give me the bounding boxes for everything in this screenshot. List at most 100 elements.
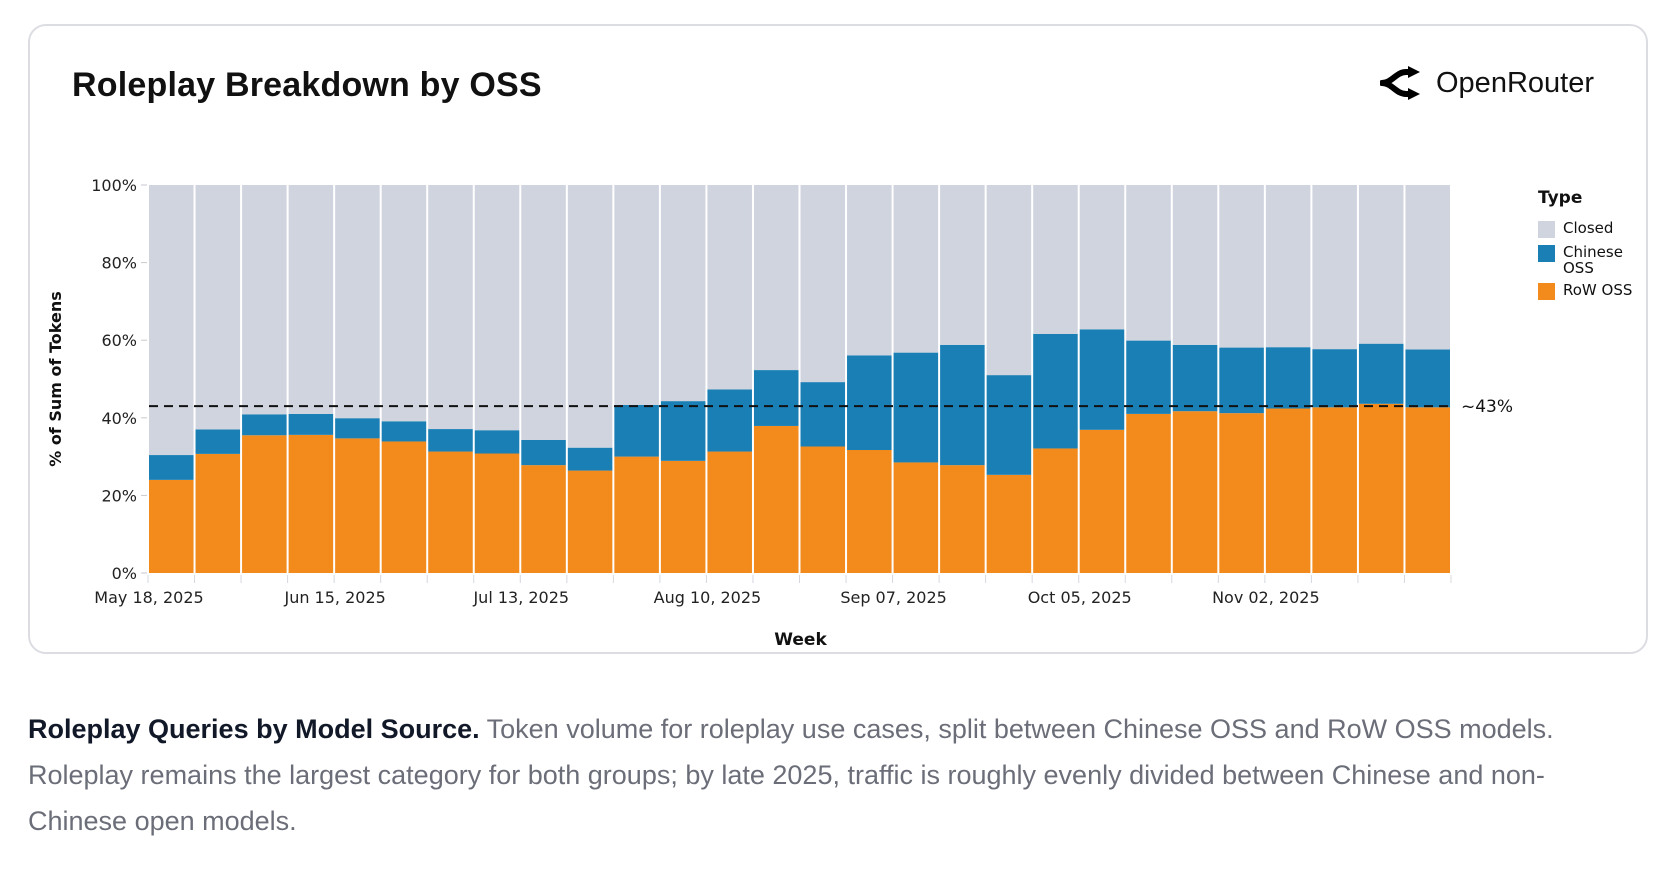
legend-label: Chinese OSS	[1563, 243, 1623, 277]
bar-segment-closed	[847, 185, 892, 356]
bar-segment-row-oss	[1079, 429, 1125, 573]
bar-segment-chinese-oss	[381, 421, 427, 442]
bar-segment-row-oss	[567, 470, 613, 573]
bar-segment-chinese-oss	[1126, 340, 1171, 414]
bar-segment-chinese-oss	[335, 418, 380, 439]
bar-segment-closed	[660, 185, 706, 402]
bar-segment-chinese-oss	[521, 439, 566, 466]
bar-segment-closed	[195, 185, 241, 430]
x-tick-label: Jun 15, 2025	[283, 588, 385, 607]
legend-item-chinese-oss[interactable]: Chinese OSS	[1538, 244, 1643, 276]
bar-segment-row-oss	[335, 438, 380, 573]
chart-title: Roleplay Breakdown by OSS	[72, 66, 542, 104]
bar-segment-closed	[567, 185, 613, 448]
bar-segment-chinese-oss	[288, 413, 334, 435]
legend-item-row-oss[interactable]: RoW OSS	[1538, 282, 1643, 300]
bar-segment-chinese-oss	[1312, 349, 1357, 408]
bar-segment-row-oss	[986, 474, 1032, 573]
bar-segment-row-oss	[707, 451, 752, 573]
bar-segment-row-oss	[753, 425, 799, 573]
bar-segment-chinese-oss	[242, 414, 287, 436]
bar-segment-row-oss	[1033, 448, 1078, 573]
bar-segment-chinese-oss	[753, 370, 799, 426]
brand: OpenRouter	[1380, 66, 1594, 100]
bar-segment-closed	[707, 185, 752, 390]
bar-segment-closed	[1265, 185, 1311, 348]
bar-segment-closed	[381, 185, 427, 422]
bar-segment-row-oss	[893, 462, 939, 573]
bar-segment-chinese-oss	[1405, 349, 1450, 408]
bar-segment-row-oss	[1219, 413, 1264, 573]
bar-segment-row-oss	[1172, 411, 1218, 573]
x-tick-label: Aug 10, 2025	[654, 588, 762, 607]
bar-segment-chinese-oss	[660, 401, 706, 461]
legend: Type Closed Chinese OSS RoW OSS	[1538, 188, 1643, 306]
y-tick-label: 40%	[101, 409, 137, 428]
bar-segment-chinese-oss	[940, 344, 985, 466]
y-tick-label: 100%	[91, 176, 137, 195]
legend-swatch-chinese-oss	[1538, 245, 1555, 262]
bar-segment-row-oss	[847, 450, 892, 573]
bar-segment-row-oss	[242, 435, 287, 573]
legend-label: Closed	[1563, 219, 1614, 237]
y-tick-label: 60%	[101, 331, 137, 350]
bar-segment-closed	[1079, 185, 1125, 330]
bar-segment-chinese-oss	[1172, 344, 1218, 412]
reference-line-label: ~43%	[1461, 397, 1513, 417]
bar-segment-closed	[1219, 185, 1264, 348]
bar-segment-chinese-oss	[195, 429, 241, 454]
x-tick-label: Oct 05, 2025	[1028, 588, 1132, 607]
x-axis: May 18, 2025 Jun 15, 2025 Jul 13, 2025 Aug …	[94, 575, 1452, 607]
bar-segment-closed	[940, 185, 985, 345]
x-tick-label: Sep 07, 2025	[840, 588, 947, 607]
bar-segment-closed	[1172, 185, 1218, 345]
brand-name: OpenRouter	[1436, 66, 1594, 99]
legend-item-closed[interactable]: Closed	[1538, 220, 1643, 238]
x-tick-label: Nov 02, 2025	[1212, 588, 1320, 607]
bar-segment-row-oss	[940, 465, 985, 573]
figure-caption: Roleplay Queries by Model Source. Token …	[28, 706, 1628, 844]
y-tick-label: 0%	[112, 564, 137, 583]
legend-swatch-closed	[1538, 221, 1555, 238]
bar-segment-closed	[800, 185, 846, 383]
bars-group	[149, 185, 1450, 573]
bar-segment-closed	[986, 185, 1032, 376]
stacked-bar-chart: 0% 20% 40% 60% 80% 100% May 18, 2025 Jun 15, 2…	[46, 176, 1513, 650]
bar-segment-closed	[1312, 185, 1357, 350]
y-axis: 0% 20% 40% 60% 80% 100%	[91, 176, 147, 583]
bar-segment-closed	[614, 185, 659, 405]
bar-segment-row-oss	[381, 441, 427, 573]
x-tick-label: May 18, 2025	[94, 588, 203, 607]
bar-segment-row-oss	[428, 451, 473, 573]
bar-segment-row-oss	[1126, 413, 1171, 573]
bar-segment-row-oss	[614, 456, 659, 573]
legend-title: Type	[1538, 188, 1583, 208]
bar-segment-row-oss	[1265, 408, 1311, 573]
bar-segment-closed	[288, 185, 334, 414]
bar-segment-row-oss	[800, 446, 846, 573]
bar-segment-row-oss	[1405, 407, 1450, 573]
bar-segment-chinese-oss	[1219, 347, 1264, 414]
bar-segment-chinese-oss	[1265, 347, 1311, 409]
bar-segment-row-oss	[1358, 403, 1404, 573]
bar-segment-row-oss	[195, 453, 241, 573]
bar-segment-row-oss	[660, 460, 706, 573]
bar-segment-closed	[242, 185, 287, 415]
bar-segment-closed	[521, 185, 566, 440]
bar-segment-row-oss	[288, 434, 334, 573]
bar-segment-row-oss	[474, 453, 520, 573]
bar-segment-chinese-oss	[149, 455, 194, 480]
caption-body: Token volume for roleplay use cases, spl…	[28, 714, 1554, 836]
bar-segment-chinese-oss	[614, 404, 659, 457]
bar-segment-closed	[1405, 185, 1450, 350]
bar-segment-row-oss	[521, 465, 566, 573]
x-axis-label: Week	[774, 630, 827, 650]
bar-segment-closed	[1358, 185, 1404, 344]
bar-segment-chinese-oss	[986, 375, 1032, 475]
bar-segment-chinese-oss	[847, 355, 892, 451]
bar-segment-chinese-oss	[428, 429, 473, 452]
bar-segment-closed	[428, 185, 473, 430]
bar-segment-chinese-oss	[707, 389, 752, 452]
bar-segment-closed	[753, 185, 799, 371]
y-axis-label: % of Sum of Tokens	[46, 291, 65, 467]
